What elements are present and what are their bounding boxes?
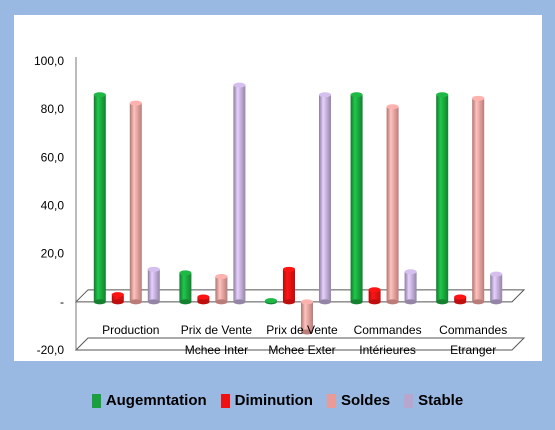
bar-soldes-2: [301, 299, 313, 335]
legend-swatch: [91, 393, 101, 408]
bar-soldes-4: [472, 95, 485, 305]
floor-plane: [74, 337, 526, 351]
category-label: Mchee Inter: [185, 343, 248, 357]
y-tick-label: 40,0: [41, 199, 65, 213]
bar-diminution-3: [368, 287, 381, 305]
bar-augemntation-0: [93, 92, 106, 305]
y-tick-label: 60,0: [41, 150, 65, 164]
y-tick-label: -20,0: [37, 343, 65, 357]
bar-augemntation-1: [179, 270, 192, 305]
y-tick-label: 20,0: [41, 247, 65, 261]
legend-label: Stable: [418, 392, 464, 409]
category-label: Commandes: [354, 323, 422, 337]
legend-item-diminution: Diminution: [220, 392, 313, 409]
category-label: Commandes: [439, 323, 507, 337]
bar-soldes-0: [129, 100, 142, 305]
legend-swatch: [404, 393, 414, 408]
bar-diminution-2: [283, 266, 295, 305]
legend-item-soldes: Soldes: [326, 392, 391, 409]
category-label: Prix de Vente: [266, 323, 338, 337]
legend-item-augemntation: Augemntation: [91, 392, 207, 409]
bar-augemntation-3: [350, 92, 363, 305]
bar-stable-4: [490, 271, 503, 305]
bar-diminution-4: [454, 294, 467, 305]
legend-label: Augemntation: [105, 392, 207, 409]
y-tick-label: 100,0: [34, 54, 64, 68]
bar-augemntation-4: [436, 92, 449, 305]
category-label: Prix de Vente: [181, 323, 253, 337]
bar-stable-3: [404, 269, 417, 305]
legend-item-stable: Stable: [404, 392, 463, 409]
category-label: Etranger: [450, 343, 496, 357]
legend-swatch: [326, 393, 336, 408]
bar-diminution-1: [197, 294, 210, 305]
bar-stable-0: [147, 266, 160, 305]
category-label: Production: [102, 323, 159, 337]
y-tick-label: 80,0: [41, 102, 65, 116]
category-label: Mchee Exter: [268, 343, 335, 357]
zero-plane: [74, 289, 526, 303]
legend: Augemntation Diminution Soldes Stable: [0, 392, 555, 409]
bar-diminution-0: [111, 292, 124, 305]
legend-swatch: [220, 393, 230, 408]
y-tick-label: -: [60, 295, 64, 309]
bar-soldes-1: [215, 274, 228, 305]
legend-label: Soldes: [340, 392, 391, 409]
legend-label: Diminution: [234, 392, 313, 409]
bar-augemntation-2: [265, 298, 277, 305]
bar-stable-2: [319, 92, 331, 305]
bar-stable-1: [233, 82, 246, 305]
bar-soldes-3: [386, 104, 399, 305]
category-label: Intérieures: [359, 343, 416, 357]
